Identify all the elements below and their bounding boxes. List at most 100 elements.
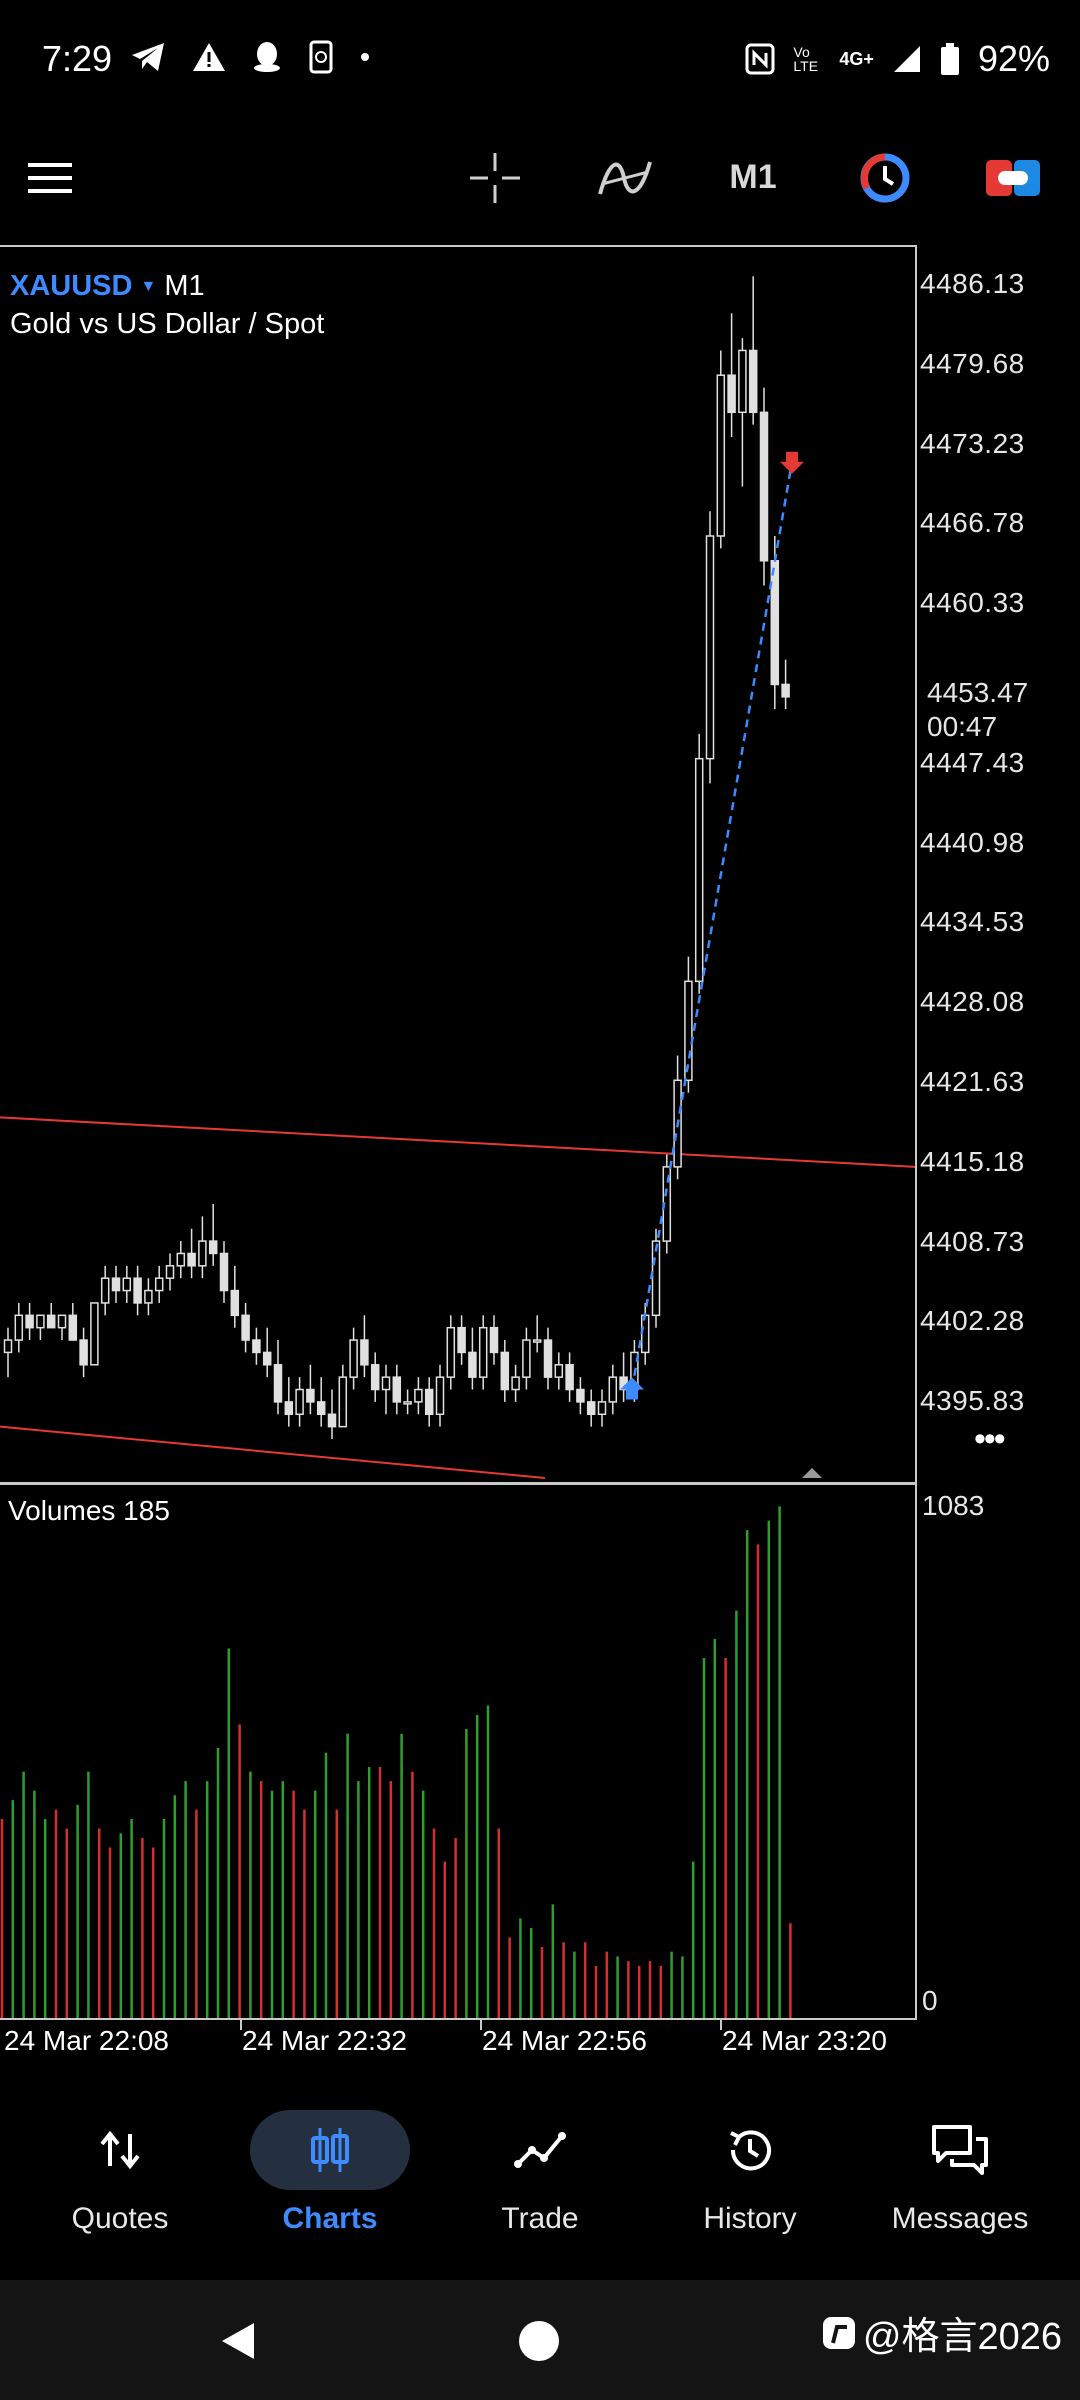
candle-body <box>295 1388 304 1416</box>
candle-body <box>381 1376 391 1391</box>
price-level-label: 4434.53 <box>920 906 1025 938</box>
candlestick-chart <box>0 276 915 1479</box>
nav-history[interactable]: History <box>650 2090 850 2280</box>
volte-label: Vo LTE <box>793 44 819 74</box>
menu-button[interactable] <box>20 125 80 230</box>
candle-body <box>392 1376 402 1403</box>
status-time: 7:29 <box>42 38 113 79</box>
candle-body <box>57 1314 67 1329</box>
time-tick <box>720 2018 722 2030</box>
symbol-name: XAUUSD <box>10 270 133 302</box>
candle-body <box>25 1314 34 1329</box>
symbol-description: Gold vs US Dollar / Spot <box>10 308 325 340</box>
price-level-label: 4466.78 <box>920 507 1025 539</box>
battery-level: 92% <box>977 38 1050 79</box>
qq-icon <box>254 42 280 72</box>
symbol-header[interactable]: XAUUSD ▼ M1 <box>10 270 205 303</box>
candle-body <box>187 1252 196 1267</box>
price-level-label: 4479.68 <box>920 347 1025 379</box>
network-label: 4G+ <box>839 48 874 69</box>
history-clock-icon <box>730 2130 771 2171</box>
watermark-text: @格言2026 <box>862 2316 1062 2358</box>
bottom-navigation: Quotes Charts Trade History Messages <box>0 2090 1080 2280</box>
candle-body <box>68 1314 78 1341</box>
volume-bars <box>0 1506 792 2018</box>
candle-body <box>727 374 736 414</box>
current-price: 4453.47 <box>927 677 1029 708</box>
candle-body <box>133 1277 142 1304</box>
back-button[interactable] <box>218 2320 258 2367</box>
candle-body <box>576 1388 585 1403</box>
candle-body <box>532 1339 542 1343</box>
price-level-label: 4395.83 <box>920 1385 1025 1417</box>
phone-sync-icon <box>309 40 333 74</box>
nav-charts[interactable]: Charts <box>230 2090 430 2280</box>
candle-body <box>284 1401 294 1416</box>
battery-icon <box>940 43 959 75</box>
home-button[interactable] <box>518 2320 560 2367</box>
price-level-label: 4460.33 <box>920 587 1025 619</box>
crosshair-button[interactable] <box>465 125 525 230</box>
volume-max-label: 1083 <box>922 1490 985 1521</box>
chart-shift-marker <box>802 1468 822 1478</box>
candle-body <box>424 1388 434 1416</box>
chart-type-button[interactable] <box>850 125 920 230</box>
candle-body <box>468 1351 477 1378</box>
indicators-button[interactable] <box>590 125 660 230</box>
candle-body <box>554 1364 564 1378</box>
candle-body <box>511 1376 520 1391</box>
candle-body <box>36 1314 45 1329</box>
candle-body <box>176 1252 186 1267</box>
candle-body <box>748 349 758 414</box>
indicators-icon <box>598 160 652 195</box>
candle-body <box>738 349 747 414</box>
watermark-logo-icon <box>822 2316 855 2349</box>
candle-body <box>100 1277 110 1304</box>
volume-panel <box>0 1485 917 2020</box>
candle-body <box>608 1376 618 1403</box>
nav-label: Quotes <box>71 2202 169 2235</box>
price-level-label: 4447.43 <box>920 746 1025 778</box>
current-price-label: 4453.47 00:47 <box>927 676 1028 744</box>
candle-body <box>252 1339 261 1354</box>
time-tick <box>480 2018 482 2030</box>
candle-body <box>79 1339 88 1366</box>
bar-countdown: 00:47 <box>927 711 998 742</box>
candle-body <box>457 1326 466 1354</box>
chart-timeframe: M1 <box>164 270 205 302</box>
candle-body <box>403 1401 412 1405</box>
time-tick <box>240 2018 242 2030</box>
timeframe-button[interactable]: M1 <box>718 125 788 230</box>
candle-body <box>262 1351 272 1366</box>
nav-trade[interactable]: Trade <box>440 2090 640 2280</box>
watermark: @格言2026 <box>821 2305 1062 2360</box>
candle-body <box>781 683 790 698</box>
signal-icon <box>893 46 920 72</box>
price-level-label: 4473.23 <box>920 427 1025 459</box>
system-status-icons: Vo LTE 4G+ 92% <box>745 38 1050 80</box>
price-level-label: 4428.08 <box>920 986 1025 1018</box>
candle-body <box>543 1339 553 1378</box>
nav-messages[interactable]: Messages <box>860 2090 1060 2280</box>
price-chart-area[interactable] <box>0 245 917 1485</box>
volume-min-label: 0 <box>922 1985 938 2016</box>
one-click-trading-button[interactable] <box>978 125 1048 230</box>
candle-body <box>478 1326 488 1378</box>
candle-body <box>46 1314 56 1329</box>
candle-body <box>759 411 769 562</box>
symbol-dropdown-icon: ▼ <box>140 277 157 295</box>
candle-body <box>684 980 693 1082</box>
trade-connection-line <box>630 461 794 1390</box>
time-label: 24 Mar 22:32 <box>242 2025 407 2056</box>
candle-body <box>705 535 715 760</box>
nav-quotes[interactable]: Quotes <box>20 2090 220 2280</box>
price-level-label: 4402.28 <box>920 1305 1025 1337</box>
messages-icon <box>932 2125 988 2175</box>
warning-icon <box>193 43 225 71</box>
more-dots-icon[interactable]: ••• <box>974 1420 1006 1458</box>
candle-body <box>14 1314 24 1341</box>
candle-body <box>327 1413 337 1428</box>
crosshair-icon <box>470 152 520 203</box>
candle-body <box>370 1364 380 1391</box>
time-label: 24 Mar 22:56 <box>482 2025 647 2056</box>
